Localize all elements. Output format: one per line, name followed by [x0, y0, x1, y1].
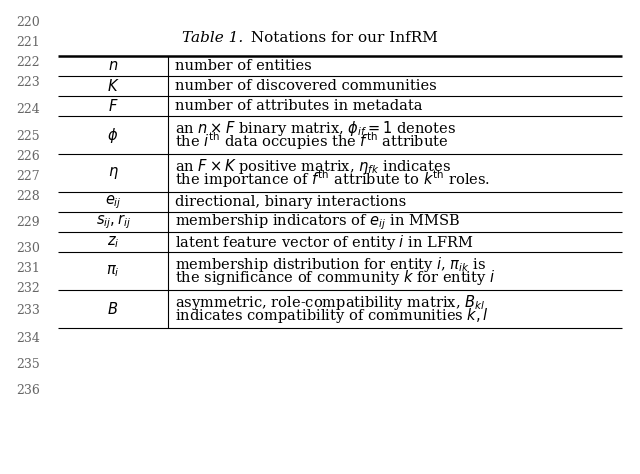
Text: 231: 231: [16, 262, 40, 274]
Text: $\phi$: $\phi$: [108, 126, 118, 145]
Text: 227: 227: [16, 170, 40, 182]
Text: $B$: $B$: [108, 301, 118, 317]
Text: latent feature vector of entity $i$ in LFRM: latent feature vector of entity $i$ in L…: [175, 233, 474, 252]
Text: 225: 225: [16, 129, 40, 143]
Text: asymmetric, role-compatibility matrix, $B_{kl}$: asymmetric, role-compatibility matrix, $…: [175, 293, 485, 312]
Text: 236: 236: [16, 384, 40, 398]
Text: 222: 222: [16, 55, 40, 69]
Text: 228: 228: [16, 190, 40, 202]
Text: number of entities: number of entities: [175, 59, 312, 73]
Text: 221: 221: [16, 36, 40, 48]
Text: 233: 233: [16, 304, 40, 318]
Text: an $F \times K$ positive matrix, $\eta_{fk}$ indicates: an $F \times K$ positive matrix, $\eta_{…: [175, 157, 451, 176]
Text: membership distribution for entity $i$, $\pi_{ik}$ is: membership distribution for entity $i$, …: [175, 255, 486, 274]
Text: indicates compatibility of communities $k, l$: indicates compatibility of communities $…: [175, 306, 489, 325]
Text: 230: 230: [16, 241, 40, 255]
Text: $F$: $F$: [108, 98, 118, 114]
Text: $\pi_i$: $\pi_i$: [106, 263, 120, 279]
Text: an $n \times F$ binary matrix, $\phi_{if} = 1$ denotes: an $n \times F$ binary matrix, $\phi_{if…: [175, 119, 456, 138]
Text: Table 1.: Table 1.: [182, 31, 243, 45]
Text: the significance of community $k$ for entity $i$: the significance of community $k$ for en…: [175, 268, 495, 287]
Text: 224: 224: [16, 102, 40, 116]
Text: number of discovered communities: number of discovered communities: [175, 79, 436, 93]
Text: membership indicators of $e_{ij}$ in MMSB: membership indicators of $e_{ij}$ in MMS…: [175, 212, 460, 232]
Text: 235: 235: [16, 357, 40, 371]
Text: the importance of $f^{\mathrm{th}}$ attribute to $k^{\mathrm{th}}$ roles.: the importance of $f^{\mathrm{th}}$ attr…: [175, 169, 490, 191]
Text: 220: 220: [16, 16, 40, 28]
Text: 232: 232: [16, 283, 40, 295]
Text: $\eta$: $\eta$: [108, 165, 118, 181]
Text: $K$: $K$: [107, 78, 119, 94]
Text: $s_{ij},r_{ij}$: $s_{ij},r_{ij}$: [95, 213, 131, 231]
Text: $e_{ij}$: $e_{ij}$: [105, 193, 122, 211]
Text: 234: 234: [16, 331, 40, 345]
Text: Notations for our InfRM: Notations for our InfRM: [246, 31, 438, 45]
Text: 229: 229: [16, 216, 40, 228]
Text: number of attributes in metadata: number of attributes in metadata: [175, 99, 422, 113]
Text: $z_i$: $z_i$: [107, 234, 119, 250]
Text: 223: 223: [16, 75, 40, 89]
Text: directional, binary interactions: directional, binary interactions: [175, 195, 406, 209]
Text: $n$: $n$: [108, 59, 118, 73]
Text: 226: 226: [16, 149, 40, 163]
Text: the $i^{\mathrm{th}}$ data occupies the $f^{\mathrm{th}}$ attribute: the $i^{\mathrm{th}}$ data occupies the …: [175, 131, 449, 152]
